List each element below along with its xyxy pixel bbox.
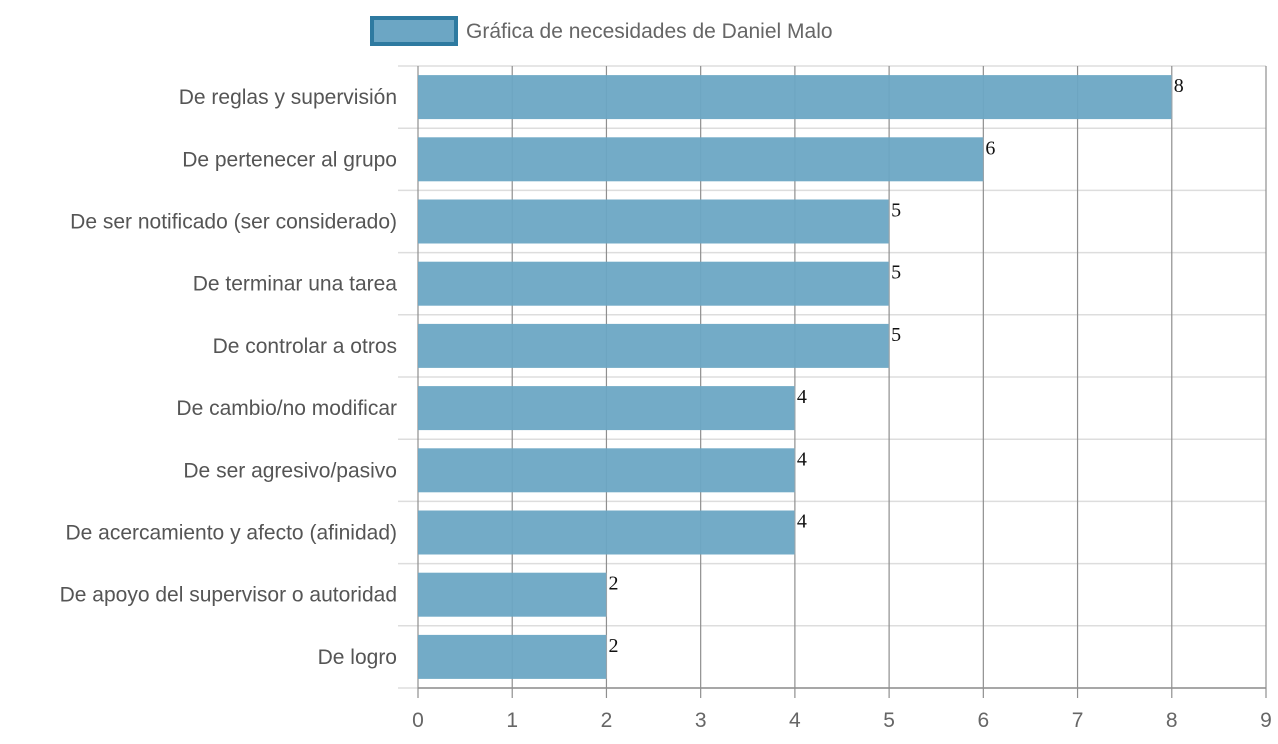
x-tick-label: 0 <box>412 709 424 732</box>
category-label: De logro <box>318 646 397 669</box>
bar[interactable] <box>418 323 890 368</box>
x-tick-label: 1 <box>506 709 518 732</box>
data-label: 2 <box>608 635 618 657</box>
bar[interactable] <box>418 510 795 555</box>
data-label: 2 <box>608 573 618 595</box>
data-label: 5 <box>891 324 901 346</box>
data-label: 4 <box>797 386 807 408</box>
category-label: De controlar a otros <box>213 335 397 358</box>
category-labels: De reglas y supervisión De pertenecer al … <box>60 86 398 669</box>
data-label: 8 <box>1174 75 1184 97</box>
bars <box>418 75 1173 679</box>
category-label: De reglas y supervisión <box>179 86 397 109</box>
x-axis-ticks: 0 1 2 3 4 5 6 7 8 9 <box>412 709 1272 732</box>
bar[interactable] <box>418 199 890 244</box>
category-label: De terminar una tarea <box>193 273 398 296</box>
category-label: De ser notificado (ser considerado) <box>70 211 397 234</box>
category-label: De apoyo del supervisor o autoridad <box>60 584 397 607</box>
x-tick-label: 3 <box>695 709 707 732</box>
bar[interactable] <box>418 75 1172 120</box>
category-label: De cambio/no modificar <box>176 397 397 420</box>
x-tick-label: 2 <box>601 709 613 732</box>
x-tick-label: 6 <box>977 709 989 732</box>
legend-swatch <box>370 16 458 46</box>
bar[interactable] <box>418 448 795 493</box>
bar[interactable] <box>418 386 795 431</box>
bar[interactable] <box>418 572 607 617</box>
category-label: De ser agresivo/pasivo <box>183 459 397 482</box>
x-tick-label: 4 <box>789 709 801 732</box>
data-label: 4 <box>797 448 807 470</box>
x-tick-label: 9 <box>1260 709 1272 732</box>
legend-label: Gráfica de necesidades de Daniel Malo <box>466 20 833 43</box>
x-tick-label: 7 <box>1072 709 1084 732</box>
legend[interactable]: Gráfica de necesidades de Daniel Malo <box>370 16 833 46</box>
bar[interactable] <box>418 261 890 306</box>
data-label: 5 <box>891 200 901 222</box>
x-tick-label: 8 <box>1166 709 1178 732</box>
bar[interactable] <box>418 137 984 182</box>
data-label: 5 <box>891 262 901 284</box>
category-label: De acercamiento y afecto (afinidad) <box>66 522 398 545</box>
x-tick-label: 5 <box>883 709 895 732</box>
bar[interactable] <box>418 634 607 679</box>
data-label: 4 <box>797 511 807 533</box>
category-label: De pertenecer al grupo <box>182 148 397 171</box>
data-label: 6 <box>985 137 995 159</box>
value-labels: 8 6 5 5 5 4 4 4 2 2 <box>608 75 1183 657</box>
